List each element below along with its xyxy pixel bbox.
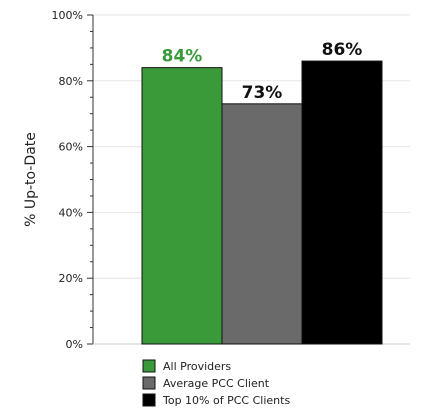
y-tick-label: 0% [66,338,83,351]
y-tick-label: 40% [59,206,83,219]
bar-value-label: 73% [242,83,283,103]
y-tick-label: 60% [59,141,83,154]
bar-1 [141,67,223,345]
legend-swatch [142,376,156,390]
y-tick-label: 20% [59,272,83,285]
y-axis-title: % Up-to-Date [23,132,39,227]
legend-label: Top 10% of PCC Clients [162,394,290,407]
legend-swatch [142,359,156,373]
bar-3 [301,60,383,345]
legend-swatch [142,393,156,407]
data-labels: 84% 73% 86% [162,40,363,103]
legend-label: All Providers [163,360,231,373]
y-tick-label: 80% [59,75,83,88]
bar-value-label: 84% [162,47,203,67]
bar-value-label: 86% [322,40,363,60]
legend: All Providers Average PCC Client Top 10% o… [142,359,290,407]
bars [141,60,383,345]
legend-label: Average PCC Client [163,377,270,390]
bar-2 [221,103,303,345]
y-tick-label: 100% [52,9,83,22]
